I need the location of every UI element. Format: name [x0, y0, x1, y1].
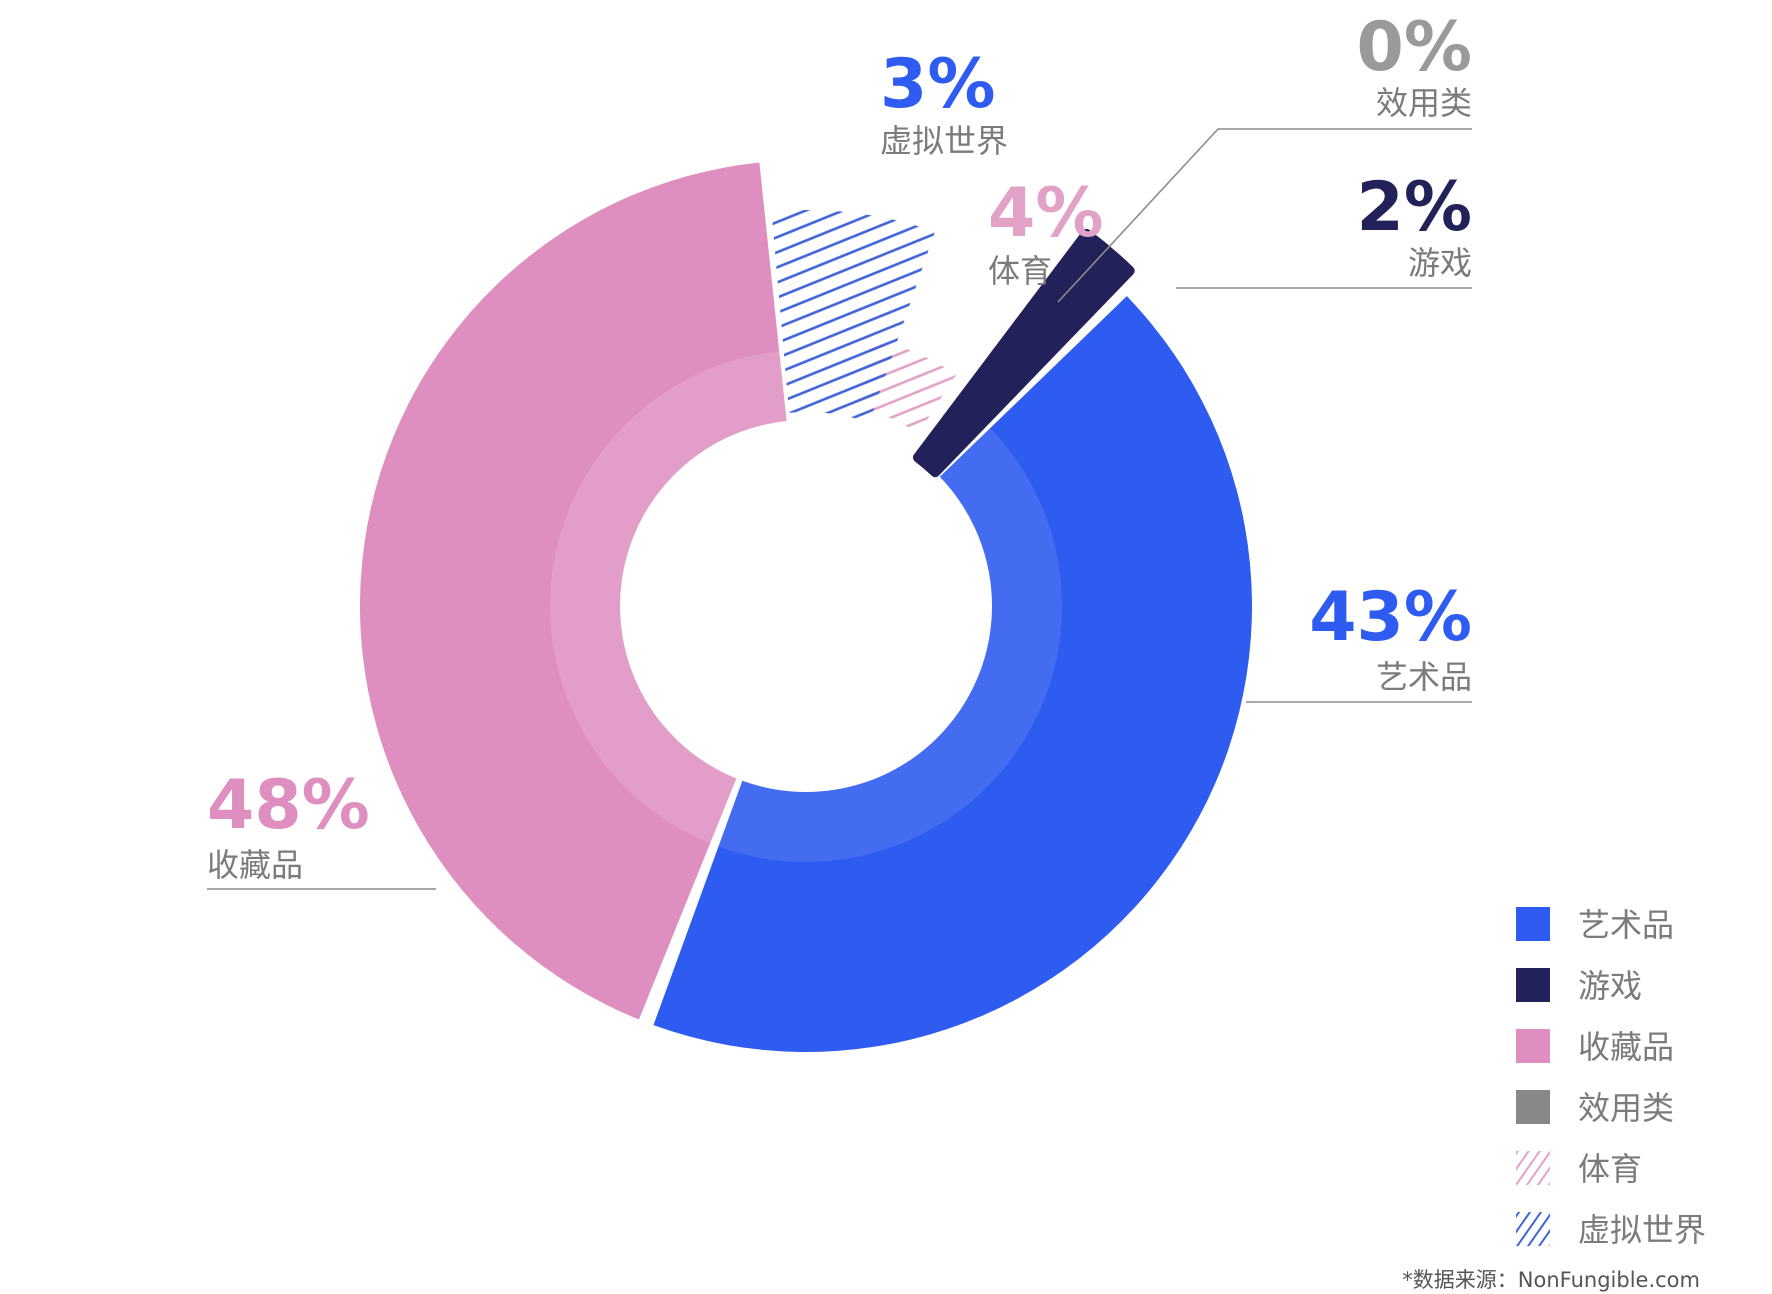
slice-category-label: 效用类 [1376, 84, 1472, 122]
slice-virtual-worlds [771, 210, 935, 423]
source-note: *数据来源：NonFungible.com [1402, 1268, 1700, 1292]
legend-label: 游戏 [1578, 967, 1642, 1005]
legend-swatch [1516, 1090, 1550, 1124]
legend-swatch [1516, 1151, 1550, 1185]
slice-art [653, 296, 1253, 1052]
legend-label: 体育 [1578, 1150, 1642, 1188]
slice-collectibles [360, 162, 787, 1020]
slice-value-label: 2% [1357, 168, 1472, 247]
legend-swatch [1516, 968, 1550, 1002]
legend-label: 收藏品 [1578, 1028, 1674, 1066]
slice-category-label: 虚拟世界 [880, 122, 1008, 160]
donut-slices [360, 162, 1253, 1052]
leader-lines [207, 128, 1472, 890]
slice-art-inner-highlight [718, 428, 1062, 862]
slice-labels: 43%艺术品 2%游戏 48%收藏品 0%效用类 4%体育 3%虚拟世界 [207, 8, 1472, 884]
slice-collectibles-inner-highlight [550, 351, 787, 844]
slice-category-label: 收藏品 [207, 846, 303, 884]
legend-swatch [1516, 1212, 1550, 1246]
legend-label: 效用类 [1578, 1089, 1674, 1127]
slice-category-label: 游戏 [1408, 244, 1472, 282]
slice-games [912, 228, 1135, 478]
legend-swatch [1516, 1029, 1550, 1063]
leader-line [1057, 128, 1472, 303]
inner-ring-highlight [550, 351, 1062, 862]
slice-value-label: 0% [1357, 8, 1472, 87]
legend-swatch [1516, 907, 1550, 941]
slice-value-label: 43% [1309, 578, 1472, 657]
legend-label: 虚拟世界 [1578, 1211, 1706, 1249]
slice-value-label: 48% [207, 766, 370, 845]
slice-value-label: 4% [988, 174, 1103, 253]
slice-category-label: 体育 [988, 252, 1052, 290]
legend-label: 艺术品 [1578, 906, 1674, 944]
slice-value-label: 3% [880, 45, 995, 124]
slice-category-label: 艺术品 [1376, 658, 1472, 696]
